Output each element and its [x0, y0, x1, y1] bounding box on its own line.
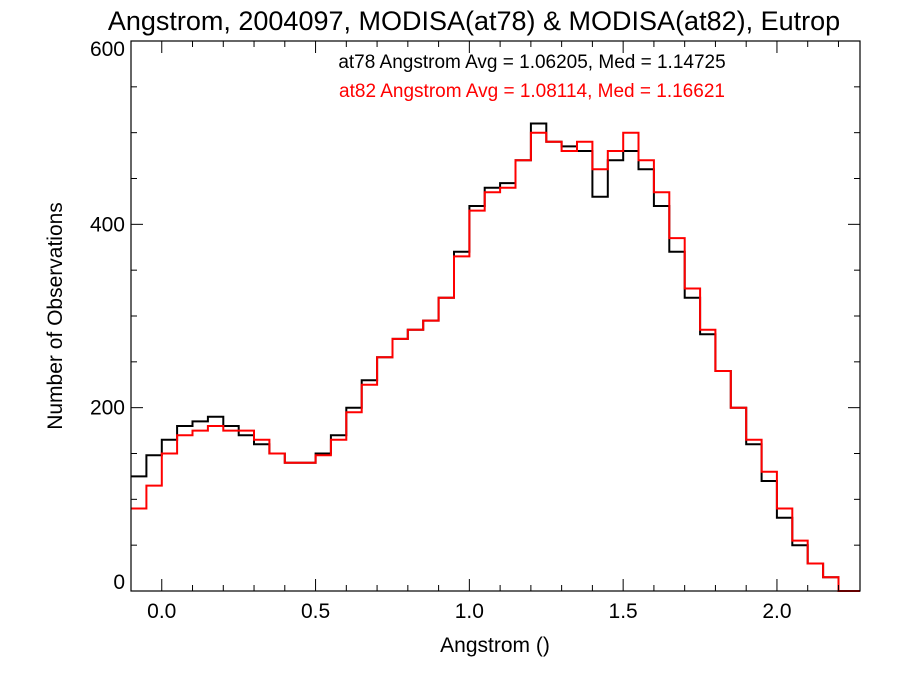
chart-title: Angstrom, 2004097, MODISA(at78) & MODISA…: [108, 6, 840, 36]
x-tick-label: 0.0: [147, 600, 176, 623]
y-tick-label: 600: [90, 38, 125, 61]
plot-frame: [130, 40, 861, 592]
y-tick-label: 400: [90, 213, 125, 236]
y-tick-label: 0: [113, 571, 125, 594]
x-tick-label: 1.0: [455, 600, 484, 623]
x-tick-label: 2.0: [762, 600, 791, 623]
y-tick-label: 200: [90, 397, 125, 420]
annotation-at82: at82 Angstrom Avg = 1.08114, Med = 1.166…: [339, 81, 725, 102]
x-axis-label: Angstrom (): [440, 634, 550, 657]
y-axis-label: Number of Observations: [44, 202, 67, 430]
series-line-0: [131, 122, 860, 592]
series-layer: [131, 122, 860, 592]
annotation-at78: at78 Angstrom Avg = 1.06205, Med = 1.147…: [338, 52, 725, 73]
x-tick-label: 0.5: [301, 600, 330, 623]
series-line-1: [131, 131, 860, 592]
ticks-layer: 0.0 0.5 1.0 1.5 2.0 0 200 400 600: [90, 38, 860, 623]
x-tick-label: 1.5: [609, 600, 638, 623]
